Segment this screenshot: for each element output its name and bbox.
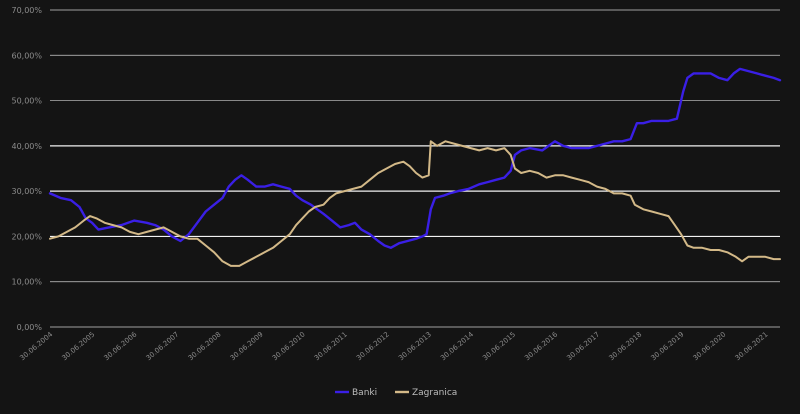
x-tick-label: 30.06.2004 (18, 330, 54, 362)
gridlines (50, 9, 780, 328)
x-tick-label: 30.06.2005 (61, 330, 97, 362)
y-tick-label: 20,00% (11, 232, 42, 241)
x-tick-label: 30.06.2017 (565, 330, 601, 362)
legend-label-zagranica: Zagranica (412, 388, 457, 398)
x-tick-label: 30.06.2016 (523, 330, 559, 362)
legend-label-banki: Banki (352, 388, 377, 398)
x-tick-label: 30.06.2010 (271, 330, 307, 362)
x-tick-label: 30.06.2018 (607, 330, 643, 362)
y-tick-label: 40,00% (11, 142, 42, 151)
x-tick-label: 30.06.2006 (103, 330, 139, 362)
y-axis-ticks: 0,00% 10,00% 20,00% 30,00% 40,00% 50,00% 60,00… (11, 6, 42, 332)
series-line-banki (48, 67, 782, 249)
x-axis-ticks: 30.06.2004 30.06.2005 30.06.2006 30.06.2007… (18, 330, 769, 362)
x-tick-label: 30.06.2012 (355, 330, 391, 362)
x-tick-label: 30.06.2009 (229, 330, 265, 362)
y-tick-label: 70,00% (11, 6, 42, 15)
x-tick-label: 30.06.2013 (397, 330, 433, 362)
y-tick-label: 0,00% (17, 323, 43, 332)
x-tick-label: 30.06.2008 (187, 330, 223, 362)
y-tick-label: 30,00% (11, 187, 42, 196)
x-tick-label: 30.06.2019 (650, 330, 686, 362)
x-tick-label: 30.06.2014 (439, 330, 475, 362)
x-tick-label: 30.06.2021 (734, 330, 770, 362)
legend: Banki Zagranica (335, 388, 457, 398)
x-tick-label: 30.06.2020 (692, 330, 728, 362)
series-line-zagranica (49, 140, 781, 267)
x-tick-label: 30.06.2015 (481, 330, 517, 362)
series-lines (48, 67, 782, 267)
y-tick-label: 50,00% (11, 97, 42, 106)
x-tick-label: 30.06.2007 (145, 330, 181, 362)
x-tick-label: 30.06.2011 (313, 330, 349, 362)
y-tick-label: 10,00% (11, 278, 42, 287)
y-tick-label: 60,00% (11, 51, 42, 60)
